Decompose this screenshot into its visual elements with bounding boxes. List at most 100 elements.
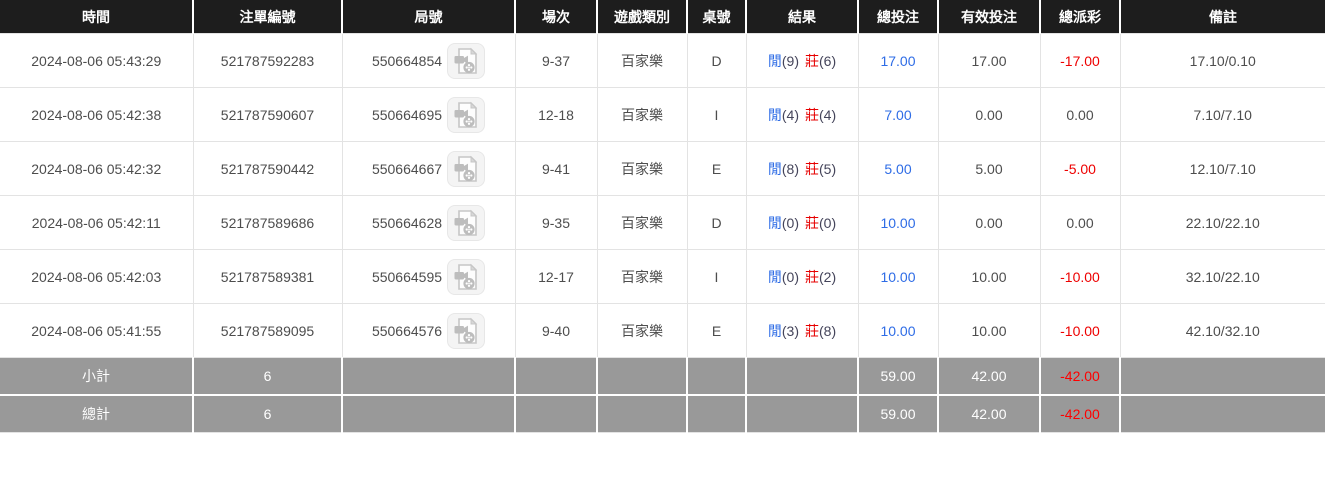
result-banker-label: 莊	[805, 268, 819, 285]
video-file-icon	[453, 47, 479, 75]
total-bet-link[interactable]: 10.00	[880, 214, 916, 231]
cell-payout: 0.00	[1040, 87, 1121, 142]
total-bet-link[interactable]: 10.00	[880, 268, 916, 285]
subtotal-payout: -42.00	[1040, 357, 1121, 395]
col-header-session: 場次	[515, 0, 598, 34]
col-header-bet-id: 注單編號	[193, 0, 343, 34]
col-header-remark: 備註	[1120, 0, 1325, 34]
cell-table-no: D	[687, 33, 747, 88]
col-header-payout: 總派彩	[1040, 0, 1121, 34]
total-bet-link[interactable]: 5.00	[884, 160, 912, 177]
result-banker-label: 莊	[805, 214, 819, 231]
cell-table-no: I	[687, 249, 747, 304]
cell-result: 閒(4) 莊(4)	[746, 87, 859, 142]
cell-round-id: 550664628	[342, 195, 516, 250]
total-count: 6	[193, 394, 343, 433]
col-header-round-id: 局號	[342, 0, 516, 34]
cell-table-no: I	[687, 87, 747, 142]
cell-remark: 12.10/7.10	[1120, 141, 1325, 196]
total-bet-link[interactable]: 7.00	[884, 106, 912, 123]
round-id-text: 550664667	[371, 160, 443, 177]
cell-round-id: 550664695	[342, 87, 516, 142]
cell-result: 閒(9) 莊(6)	[746, 33, 859, 88]
cell-valid-bet: 5.00	[938, 141, 1041, 196]
cell-session: 9-37	[515, 33, 598, 88]
cell-total-bet: 10.00	[858, 195, 939, 250]
video-replay-button[interactable]	[447, 258, 486, 295]
result-banker-label: 莊	[805, 322, 819, 339]
bet-history-table: 時間 注單編號 局號 場次 遊戲類別 桌號 結果 總投注 有效投注 總派彩 備註…	[0, 0, 1325, 433]
cell-remark: 7.10/7.10	[1120, 87, 1325, 142]
cell-round-id: 550664667	[342, 141, 516, 196]
table-footer: 小計 6 59.00 42.00 -42.00 總計 6 59.00 42.00…	[0, 357, 1325, 433]
table-row: 2024-08-06 05:42:38 521787590607 5506646…	[0, 87, 1325, 142]
cell-game-type: 百家樂	[597, 141, 688, 196]
subtotal-total-bet: 59.00	[858, 357, 939, 395]
result-banker-score: (6)	[819, 52, 837, 69]
video-replay-button[interactable]	[447, 204, 486, 241]
result-player-score: (3)	[781, 322, 799, 339]
result-player-label: 閒	[767, 268, 782, 285]
col-header-result: 結果	[746, 0, 859, 34]
cell-game-type: 百家樂	[597, 195, 688, 250]
cell-remark: 42.10/32.10	[1120, 303, 1325, 358]
round-id-text: 550664854	[371, 52, 443, 69]
cell-remark: 22.10/22.10	[1120, 195, 1325, 250]
cell-result: 閒(0) 莊(2)	[746, 249, 859, 304]
video-replay-button[interactable]	[447, 150, 486, 187]
video-file-icon	[453, 155, 479, 183]
total-payout: -42.00	[1040, 394, 1121, 433]
video-replay-button[interactable]	[447, 96, 486, 133]
result-player-label: 閒	[767, 322, 782, 339]
result-banker-score: (4)	[819, 106, 837, 123]
result-player-score: (0)	[781, 214, 799, 231]
table-row: 2024-08-06 05:42:32 521787590442 5506646…	[0, 141, 1325, 196]
table-row: 2024-08-06 05:41:55 521787589095 5506645…	[0, 303, 1325, 358]
cell-session: 12-18	[515, 87, 598, 142]
result-player-label: 閒	[767, 52, 782, 69]
cell-table-no: E	[687, 141, 747, 196]
round-id-text: 550664628	[371, 214, 443, 231]
table-header: 時間 注單編號 局號 場次 遊戲類別 桌號 結果 總投注 有效投注 總派彩 備註	[0, 0, 1325, 34]
cell-round-id: 550664595	[342, 249, 516, 304]
cell-time: 2024-08-06 05:41:55	[0, 303, 194, 358]
cell-payout: -5.00	[1040, 141, 1121, 196]
total-bet-link[interactable]: 17.00	[880, 52, 916, 69]
cell-time: 2024-08-06 05:42:11	[0, 195, 194, 250]
round-id-text: 550664595	[371, 268, 443, 285]
result-banker-label: 莊	[805, 160, 819, 177]
cell-game-type: 百家樂	[597, 87, 688, 142]
result-banker-score: (0)	[819, 214, 837, 231]
result-banker-score: (2)	[819, 268, 837, 285]
result-player-label: 閒	[767, 214, 782, 231]
cell-valid-bet: 10.00	[938, 303, 1041, 358]
video-replay-button[interactable]	[447, 312, 486, 349]
cell-time: 2024-08-06 05:42:38	[0, 87, 194, 142]
cell-time: 2024-08-06 05:43:29	[0, 33, 194, 88]
cell-valid-bet: 0.00	[938, 195, 1041, 250]
cell-bet-id: 521787590607	[193, 87, 343, 142]
cell-total-bet: 5.00	[858, 141, 939, 196]
cell-game-type: 百家樂	[597, 249, 688, 304]
cell-bet-id: 521787589686	[193, 195, 343, 250]
result-player-score: (9)	[781, 52, 799, 69]
cell-valid-bet: 10.00	[938, 249, 1041, 304]
cell-payout: 0.00	[1040, 195, 1121, 250]
cell-game-type: 百家樂	[597, 303, 688, 358]
cell-bet-id: 521787590442	[193, 141, 343, 196]
cell-remark: 32.10/22.10	[1120, 249, 1325, 304]
result-banker-label: 莊	[805, 106, 819, 123]
cell-valid-bet: 0.00	[938, 87, 1041, 142]
subtotal-valid-bet: 42.00	[938, 357, 1041, 395]
table-row: 2024-08-06 05:42:11 521787589686 5506646…	[0, 195, 1325, 250]
video-replay-button[interactable]	[447, 42, 486, 79]
cell-table-no: D	[687, 195, 747, 250]
total-bet-link[interactable]: 10.00	[880, 322, 916, 339]
cell-session: 9-40	[515, 303, 598, 358]
cell-round-id: 550664854	[342, 33, 516, 88]
cell-total-bet: 10.00	[858, 303, 939, 358]
table-body: 2024-08-06 05:43:29 521787592283 5506648…	[0, 33, 1325, 358]
cell-game-type: 百家樂	[597, 33, 688, 88]
cell-bet-id: 521787589381	[193, 249, 343, 304]
cell-table-no: E	[687, 303, 747, 358]
